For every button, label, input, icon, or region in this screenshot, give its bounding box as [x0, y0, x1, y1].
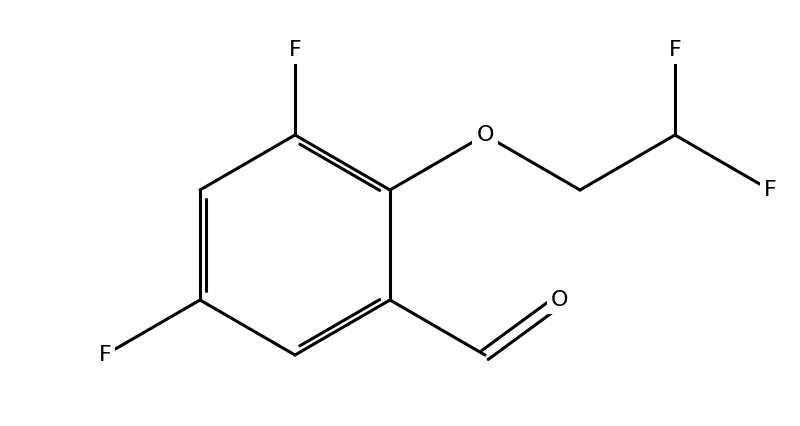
Text: F: F: [98, 345, 111, 365]
Text: F: F: [289, 40, 302, 60]
Text: F: F: [764, 180, 776, 200]
Text: F: F: [669, 40, 682, 60]
Text: O: O: [551, 290, 569, 310]
Text: O: O: [476, 125, 494, 145]
